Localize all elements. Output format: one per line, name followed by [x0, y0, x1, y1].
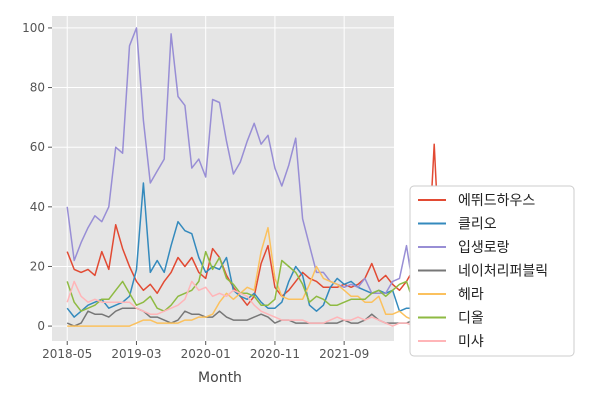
series-lines — [66, 27, 442, 327]
legend-box — [409, 185, 575, 357]
x-tick-label: 2018-05 — [42, 347, 92, 361]
x-tick-label: 2020-01 — [181, 347, 231, 361]
series-line-6 — [66, 250, 442, 315]
y-tick-label: 0 — [37, 319, 45, 333]
legend-label: 입생로랑 — [458, 240, 510, 256]
x-tick-label: 2019-03 — [111, 347, 161, 361]
legend-label: 클리오 — [458, 217, 497, 233]
series-line-7 — [66, 280, 442, 327]
x-tick-label: 2021-09 — [319, 347, 369, 361]
legend-label: 에뛰드하우스 — [458, 193, 535, 209]
y-tick-label: 60 — [30, 140, 45, 154]
y-tick-label: 20 — [30, 259, 45, 273]
legend-label: 헤라 — [458, 287, 484, 303]
legend-label: 미샤 — [458, 334, 484, 350]
y-tick-label: 80 — [30, 81, 45, 95]
x-tick-label: 2020-11 — [250, 347, 300, 361]
series-line-3 — [66, 27, 442, 306]
legend-label: 네이처리퍼블릭 — [458, 264, 548, 280]
y-tick-label: 100 — [22, 21, 45, 35]
x-axis-ticks: 2018-05 2019-03 2020-01 2020-11 2021-09 — [42, 341, 414, 361]
plot-background — [52, 16, 394, 341]
series-line-5 — [67, 226, 442, 327]
legend-label: 디올 — [458, 311, 484, 327]
x-axis-title: Month — [198, 370, 242, 386]
y-axis-ticks: 0 20 40 60 80 100 — [22, 21, 52, 333]
y-tick-label: 40 — [30, 200, 45, 214]
